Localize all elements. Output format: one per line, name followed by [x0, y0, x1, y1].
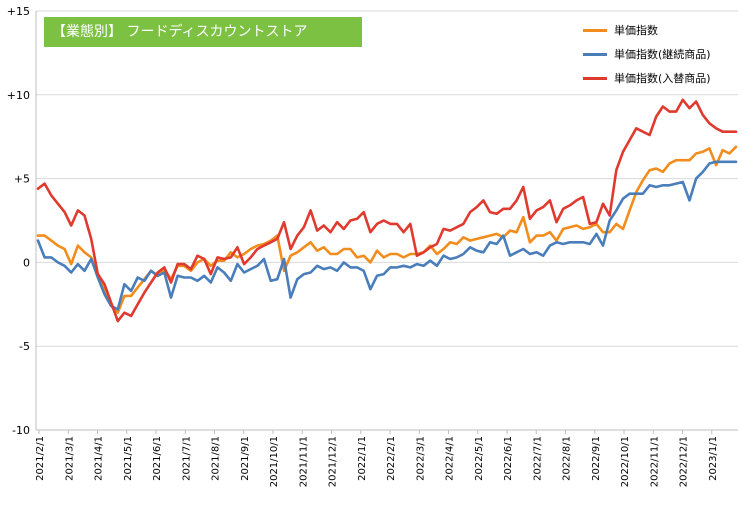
- legend-label: 単価指数(継続商品): [614, 48, 711, 61]
- x-tick-label: 2022/12/1: [679, 436, 690, 487]
- series-line-0: [36, 145, 738, 315]
- x-tick-label: 2022/1/1: [357, 436, 368, 481]
- axes: [35, 11, 738, 431]
- y-axis-ticks: -10 -5 0 +5 +10 +15: [7, 5, 30, 437]
- x-tick-label: 2021/8/1: [211, 436, 222, 481]
- x-tick-label: 2021/9/1: [240, 436, 251, 481]
- x-tick-label: 2021/11/1: [298, 436, 309, 487]
- legend-swatch-continuing: [583, 52, 607, 56]
- x-tick-label: 2023/1/1: [708, 436, 719, 481]
- legend-label: 単価指数: [614, 24, 658, 37]
- x-tick-label: 2021/12/1: [328, 436, 339, 487]
- legend-item-unit-price: 単価指数: [583, 18, 711, 42]
- x-tick-label: 2022/6/1: [503, 436, 514, 481]
- x-tick-label: 2022/2/1: [386, 436, 397, 481]
- series-line-1: [36, 160, 738, 311]
- x-tick-label: 2022/10/1: [620, 436, 631, 487]
- x-tick-label: 2022/7/1: [532, 436, 543, 481]
- legend-swatch-replacement: [583, 76, 607, 80]
- legend-item-continuing: 単価指数(継続商品): [583, 42, 711, 66]
- y-tick-label: -10: [12, 424, 30, 437]
- y-tick-label: -5: [19, 340, 30, 353]
- x-tick-label: 2022/8/1: [562, 436, 573, 481]
- x-tick-label: 2022/9/1: [591, 436, 602, 481]
- x-tick-label: 2021/3/1: [64, 436, 75, 481]
- y-tick-label: 0: [23, 256, 30, 269]
- x-tick-label: 2021/2/1: [35, 436, 46, 481]
- x-axis-ticks: 2021/2/1 2021/3/1 2021/4/1 2021/5/1 2021/6/1…: [35, 430, 719, 487]
- legend-item-replacement: 単価指数(入替商品): [583, 66, 711, 90]
- x-tick-label: 2022/5/1: [474, 436, 485, 481]
- y-tick-label: +5: [14, 173, 30, 186]
- x-tick-label: 2022/11/1: [649, 436, 660, 487]
- chart-title: 【業態別】 フードディスカウントストア: [44, 17, 362, 47]
- x-tick-label: 2021/6/1: [152, 436, 163, 481]
- x-tick-label: 2021/4/1: [94, 436, 105, 481]
- x-tick-label: 2022/3/1: [415, 436, 426, 481]
- y-tick-label: +10: [7, 89, 30, 102]
- legend-swatch-unit-price: [583, 28, 607, 32]
- x-tick-label: 2021/10/1: [269, 436, 280, 487]
- x-tick-label: 2021/7/1: [181, 436, 192, 481]
- x-tick-label: 2022/4/1: [445, 436, 456, 481]
- y-tick-label: +15: [7, 5, 30, 18]
- series-line-2: [36, 98, 738, 323]
- series-lines: [36, 98, 738, 323]
- legend-label: 単価指数(入替商品): [614, 72, 711, 85]
- chart-title-text: 【業態別】 フードディスカウントストア: [52, 24, 308, 40]
- legend: 単価指数 単価指数(継続商品) 単価指数(入替商品): [583, 18, 711, 90]
- x-tick-label: 2021/5/1: [123, 436, 134, 481]
